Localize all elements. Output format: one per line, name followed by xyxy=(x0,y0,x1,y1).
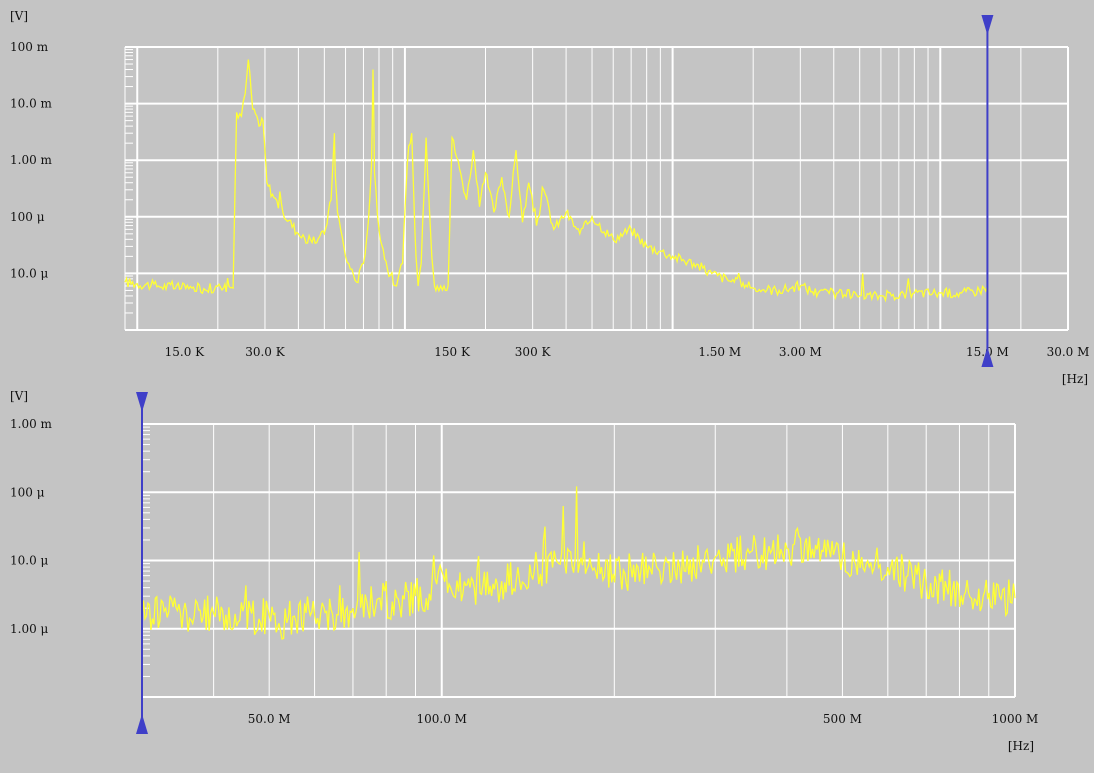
y-tick-label: 1.00 m xyxy=(10,153,53,167)
y-tick-label: 1.00 μ xyxy=(10,622,49,636)
y-tick-label: 100 m xyxy=(10,40,49,54)
x-tick-label: 30.0 M xyxy=(1047,345,1090,359)
x-tick-label: 150 K xyxy=(434,345,471,359)
y-unit-label: [V] xyxy=(10,9,28,23)
x-tick-label: 100.0 M xyxy=(417,712,467,726)
x-tick-label: 1000 M xyxy=(992,712,1039,726)
x-tick-label: 50.0 M xyxy=(248,712,291,726)
x-tick-label: 30.0 K xyxy=(245,345,286,359)
y-tick-label: 10.0 μ xyxy=(10,554,49,568)
y-tick-label: 10.0 μ xyxy=(10,266,49,280)
x-unit-label: [Hz] xyxy=(1008,739,1034,753)
spectrum-trace xyxy=(124,59,989,303)
marker-bottom-handle[interactable] xyxy=(981,347,994,367)
x-tick-label: 1.50 M xyxy=(698,345,741,359)
upper-spectrum-panel: [V] 100 m 10.0 m 1.00 m 100 μ 10.0 μ 15.0 K 30.… xyxy=(10,9,1089,386)
spectrum-trace xyxy=(141,486,1016,640)
y-tick-label: 1.00 m xyxy=(10,417,53,431)
y-tick-label: 100 μ xyxy=(10,485,45,499)
y-tick-label: 100 μ xyxy=(10,210,45,224)
x-tick-label: 15.0 K xyxy=(165,345,206,359)
lower-spectrum-panel: [V] 1.00 m 100 μ 10.0 μ 1.00 μ 50.0 M 100.0 M 5… xyxy=(10,389,1038,753)
x-tick-label: 3.00 M xyxy=(779,345,822,359)
x-tick-label: 300 K xyxy=(515,345,552,359)
marker-bottom-handle[interactable] xyxy=(136,714,148,734)
x-tick-label: 500 M xyxy=(823,712,862,726)
marker-top-handle[interactable] xyxy=(981,15,994,35)
y-tick-label: 10.0 m xyxy=(10,97,53,111)
x-unit-label: [Hz] xyxy=(1062,372,1088,386)
y-unit-label: [V] xyxy=(10,389,28,403)
marker-top-handle[interactable] xyxy=(136,392,148,412)
